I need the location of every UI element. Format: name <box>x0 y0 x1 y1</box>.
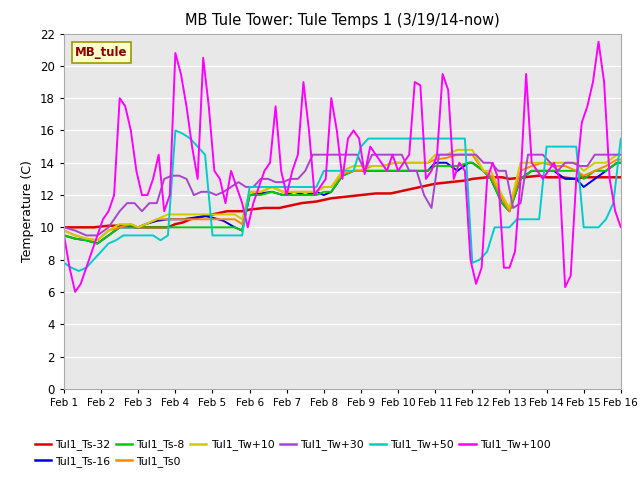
Y-axis label: Temperature (C): Temperature (C) <box>21 160 35 262</box>
Legend: Tul1_Ts-32, Tul1_Ts-16, Tul1_Ts-8, Tul1_Ts0, Tul1_Tw+10, Tul1_Tw+30, Tul1_Tw+50,: Tul1_Ts-32, Tul1_Ts-16, Tul1_Ts-8, Tul1_… <box>31 435 555 471</box>
Text: MB_tule: MB_tule <box>75 46 127 59</box>
Title: MB Tule Tower: Tule Temps 1 (3/19/14-now): MB Tule Tower: Tule Temps 1 (3/19/14-now… <box>185 13 500 28</box>
